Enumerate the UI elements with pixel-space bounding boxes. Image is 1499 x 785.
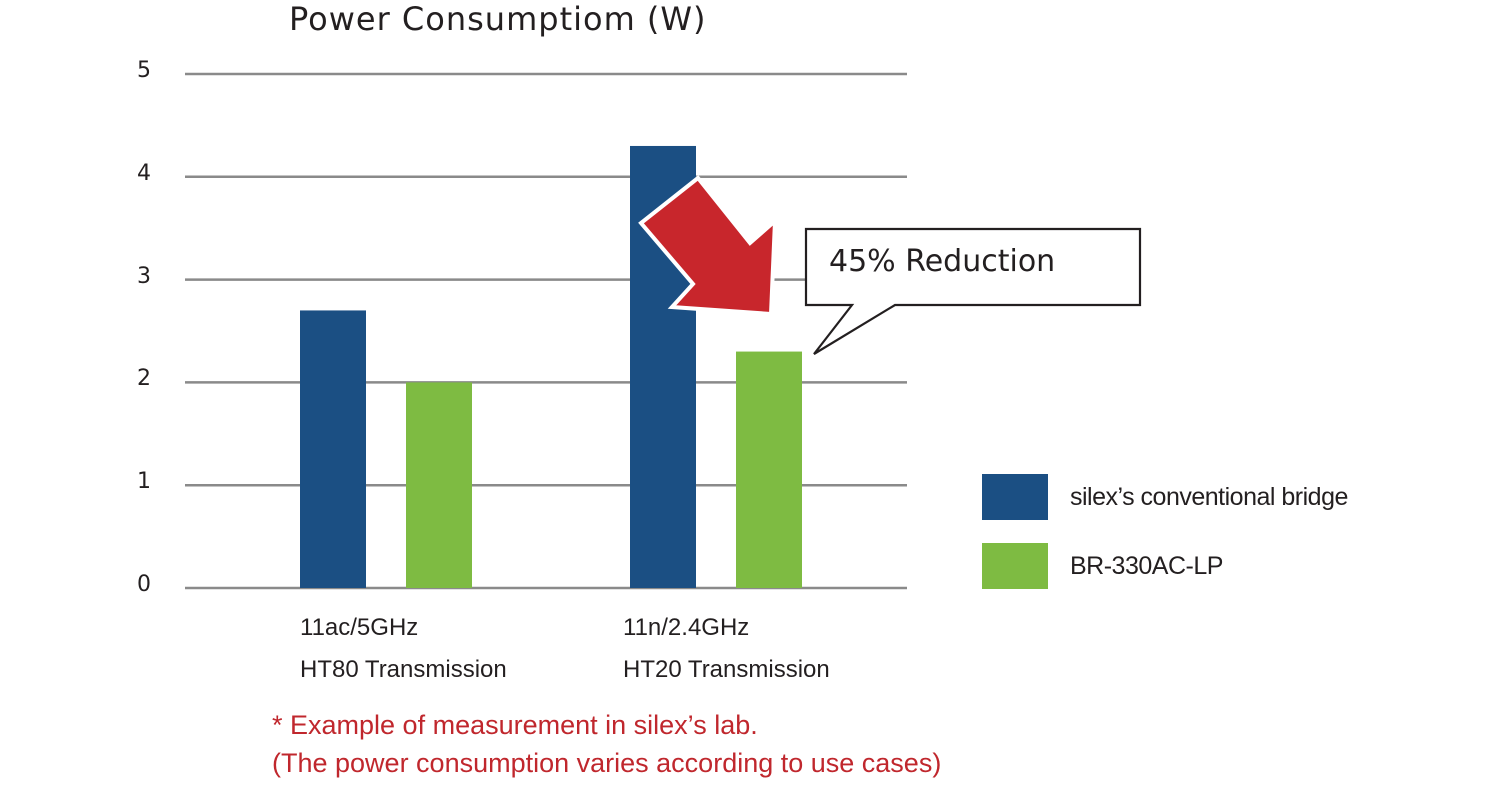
bar-series1-cat1: [300, 310, 366, 588]
legend-swatch-conventional: [982, 474, 1048, 520]
chart-title: Power Consumptiom (W): [289, 0, 707, 38]
footnote-line-1: * Example of measurement in silex’s lab.: [272, 710, 758, 740]
footnote-line-2: (The power consumption varies according …: [272, 748, 942, 778]
legend-item-br330: BR-330AC-LP: [982, 543, 1223, 589]
legend-swatch-br330: [982, 543, 1048, 589]
x-category-1-line2: HT80 Transmission: [300, 656, 507, 683]
legend-label-conventional: silex’s conventional bridge: [1070, 482, 1348, 511]
legend-label-br330: BR-330AC-LP: [1070, 551, 1223, 580]
y-tick-2: 2: [137, 366, 151, 392]
bar-series2-cat1: [406, 382, 472, 588]
y-tick-0: 0: [137, 572, 151, 597]
y-tick-5: 5: [137, 58, 151, 83]
x-category-label-2: 11n/2.4GHz HT20 Transmission: [623, 607, 830, 691]
reduction-arrow-icon: [638, 175, 778, 317]
x-category-1-line1: 11ac/5GHz: [300, 614, 419, 641]
callout-box: [804, 227, 1142, 355]
y-tick-4: 4: [137, 160, 151, 186]
y-tick-3: 3: [137, 263, 151, 289]
legend-item-conventional: silex’s conventional bridge: [982, 474, 1348, 520]
callout-text: 45% Reduction: [829, 244, 1056, 279]
x-category-2-line1: 11n/2.4GHz: [623, 614, 750, 641]
y-tick-1: 1: [137, 469, 151, 495]
x-category-2-line2: HT20 Transmission: [623, 656, 830, 683]
bar-series2-cat2: [736, 351, 802, 588]
x-category-label-1: 11ac/5GHz HT80 Transmission: [300, 607, 507, 691]
